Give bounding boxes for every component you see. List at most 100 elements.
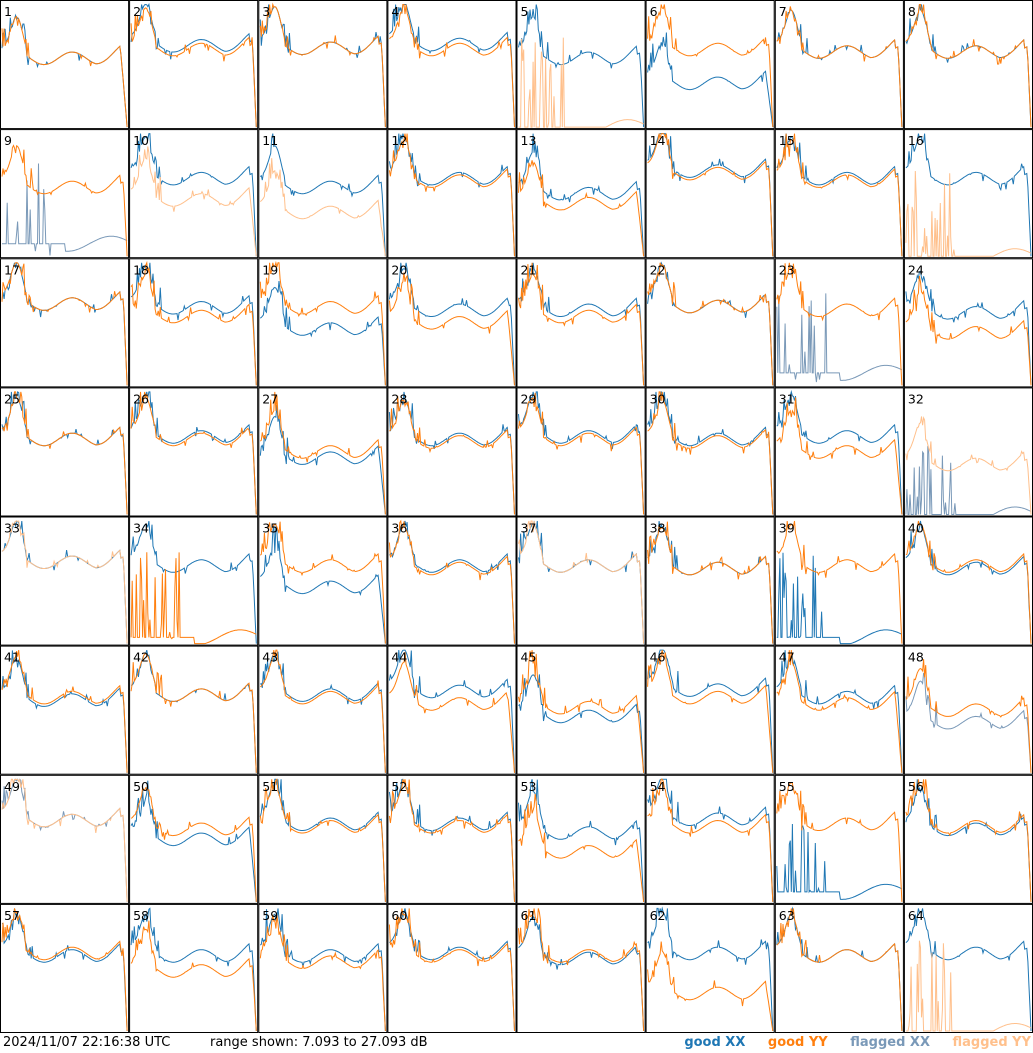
panel-frame: [516, 516, 646, 646]
panel-28: 28: [387, 387, 517, 517]
series-yy-line: [776, 908, 903, 1032]
series-yy-line: [130, 7, 257, 128]
panel-label: 9: [4, 133, 12, 148]
footer-bar: 2024/11/07 22:16:38 UTC range shown: 7.0…: [0, 1033, 1033, 1053]
panel-frame: [387, 387, 517, 517]
panel-label: 37: [521, 521, 537, 536]
series-xx-line: [518, 133, 645, 257]
panel-9: 9: [0, 129, 130, 259]
panel-label: 55: [779, 779, 795, 794]
series-xx-line: [647, 133, 774, 257]
panel-27: 27: [258, 387, 388, 517]
series-xx-line: [518, 779, 645, 902]
panel-frame: [258, 129, 388, 259]
series-xx-line: [518, 916, 645, 1032]
panel-label: 22: [650, 262, 666, 277]
series-yy-line: [130, 920, 257, 1032]
series-yy-line: [1, 520, 128, 644]
panel-label: 61: [521, 908, 537, 923]
panel-11: 11: [258, 129, 388, 259]
series-yy-line: [388, 908, 515, 1032]
series-yy-line: [776, 520, 903, 644]
series-yy-line: [388, 133, 515, 257]
panel-frame: [645, 387, 775, 517]
panel-52: 52: [387, 774, 517, 904]
panel-label: 20: [391, 262, 407, 277]
series-xx-line: [518, 674, 645, 773]
series-yy-line: [518, 794, 645, 902]
panel-label: 8: [908, 4, 916, 19]
panel-frame: [903, 387, 1033, 517]
panel-label: 10: [133, 133, 149, 148]
series-yy-line: [389, 4, 515, 128]
series-xx-line: [776, 133, 903, 257]
panel-8: 8: [903, 0, 1033, 130]
series-yy-line: [259, 778, 386, 902]
series-xx-line: [130, 133, 257, 257]
series-xx-line: [388, 262, 515, 386]
panel-label: 2: [133, 4, 141, 19]
series-xx-line: [905, 270, 1032, 386]
panel-label: 48: [908, 650, 924, 665]
panel-label: 11: [262, 133, 278, 148]
panel-label: 58: [133, 908, 149, 923]
panel-label: 28: [391, 391, 407, 406]
series-xx-line: [905, 520, 1032, 644]
panel-frame: [645, 516, 775, 646]
panel-frame: [129, 258, 259, 388]
panel-6: 6: [645, 0, 775, 130]
panel-label: 41: [4, 650, 20, 665]
panel-frame: [387, 645, 517, 775]
panel-42: 42: [129, 645, 259, 775]
range-label: range shown: 7.093 to 27.093 dB: [210, 1035, 428, 1050]
panel-7: 7: [774, 0, 904, 130]
series-yy-line: [259, 649, 386, 773]
panel-61: 61: [516, 903, 646, 1033]
panel-46: 46: [645, 645, 775, 775]
panel-label: 54: [650, 779, 666, 794]
panel-frame: [516, 903, 646, 1033]
panel-51: 51: [258, 774, 388, 904]
panel-label: 43: [262, 650, 278, 665]
legend-flagged-yy: flagged YY: [952, 1035, 1032, 1050]
panel-frame: [774, 774, 904, 904]
panel-23: 23: [774, 258, 904, 388]
panel-frame: [0, 774, 130, 904]
panel-label: 3: [262, 4, 270, 19]
series-yy-line: [647, 649, 774, 773]
series-yy-line: [259, 521, 386, 644]
series-yy-line: [1, 778, 128, 902]
series-xx-line: [647, 391, 774, 515]
series-yy-line: [1, 908, 128, 1032]
panel-4: 4: [387, 0, 517, 130]
panel-label: 31: [779, 391, 795, 406]
series-yy-line: [905, 4, 1032, 128]
series-yy-line: [1, 650, 128, 773]
panel-label: 56: [908, 779, 924, 794]
panel-29: 29: [516, 387, 646, 517]
series-xx-line: [905, 908, 1032, 1032]
series-yy-line: [130, 260, 257, 386]
panel-13: 13: [516, 129, 646, 259]
series-yy-line: [905, 659, 1032, 773]
series-xx-line: [2, 163, 128, 256]
series-xx-line: [776, 293, 903, 383]
panel-frame: [516, 0, 646, 130]
panel-label: 59: [262, 908, 278, 923]
panel-20: 20: [387, 258, 517, 388]
panel-label: 49: [4, 779, 20, 794]
series-xx-line: [905, 672, 1032, 773]
series-yy-line: [647, 391, 774, 515]
panel-frame: [903, 774, 1033, 904]
series-yy-line: [518, 392, 645, 515]
series-xx-line: [259, 908, 386, 1032]
panel-label: 18: [133, 262, 149, 277]
series-xx-line: [389, 4, 515, 128]
series-yy-line: [130, 786, 257, 902]
panel-41: 41: [0, 645, 130, 775]
panel-16: 16: [903, 129, 1033, 259]
panel-frame: [645, 645, 775, 775]
series-xx-line: [518, 391, 645, 515]
